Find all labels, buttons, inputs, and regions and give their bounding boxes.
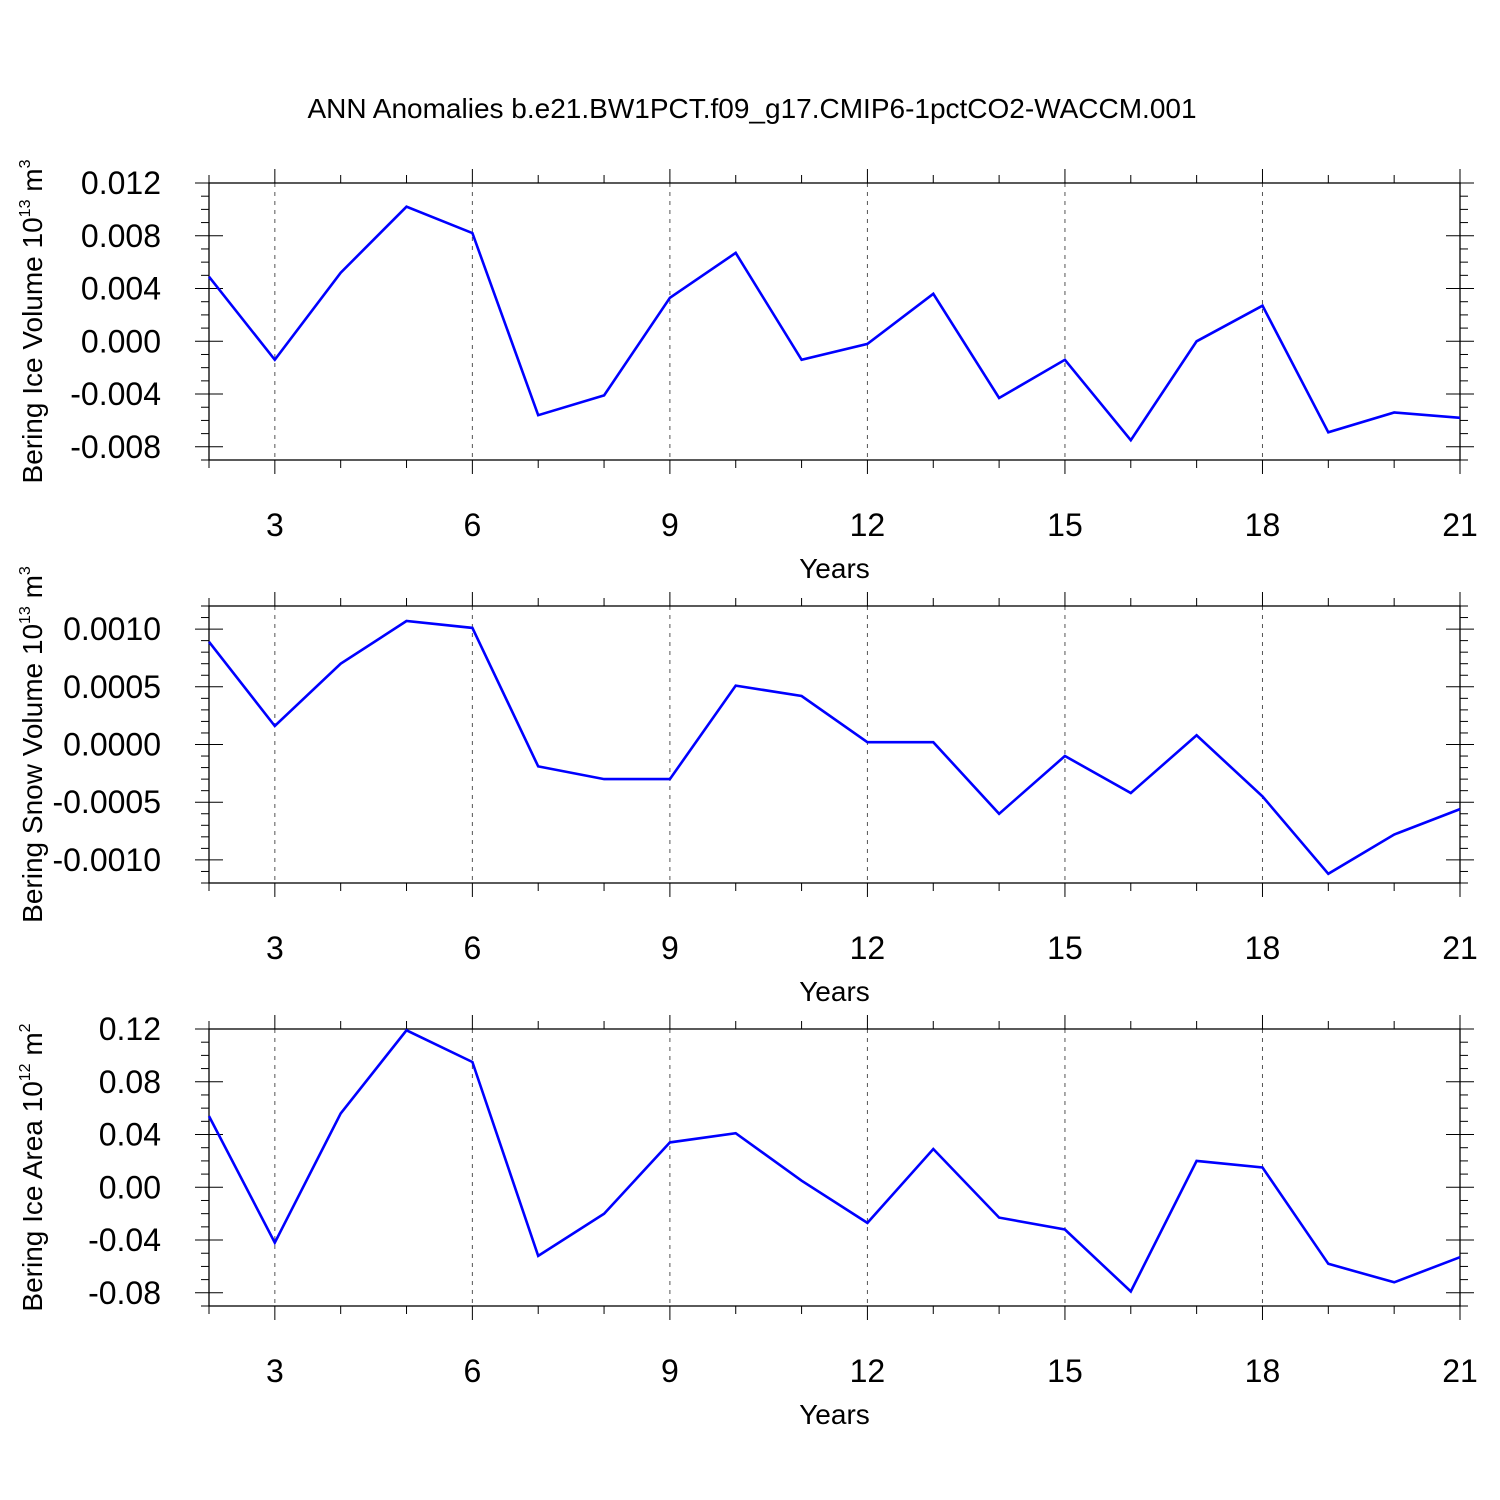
y-tick-label: 0.004 <box>81 271 161 307</box>
y-tick-label: 0.08 <box>99 1064 161 1100</box>
x-axis-label: Years <box>799 553 870 584</box>
y-tick-label: -0.0010 <box>52 842 161 878</box>
y-axis-label-unit: m <box>17 1032 48 1063</box>
series-line <box>207 1028 1461 1294</box>
x-tick-label: 18 <box>1245 930 1281 966</box>
series-line <box>207 619 1461 876</box>
y-tick-label: -0.08 <box>88 1275 161 1311</box>
y-tick-label: 0.00 <box>99 1169 161 1205</box>
y-axis-label-text: Bering Ice Area 10 <box>17 1081 48 1311</box>
plot-frame <box>208 1028 1461 1307</box>
y-tick-label: -0.04 <box>88 1222 161 1258</box>
x-tick-label: 6 <box>463 507 481 543</box>
y-axis-label-unit-exponent: 2 <box>17 1023 34 1032</box>
y-tick-label: 0.012 <box>81 165 161 201</box>
y-tick-label: 0.04 <box>99 1117 161 1153</box>
x-tick-label: 15 <box>1047 1353 1083 1389</box>
x-tick-label: 9 <box>661 930 679 966</box>
y-axis-label-unit-exponent: 3 <box>17 159 34 168</box>
y-axis-label-exponent: 12 <box>17 1063 34 1081</box>
y-axis-label: Bering Snow Volume 1013 m3 <box>17 566 48 923</box>
x-tick-label: 12 <box>850 930 886 966</box>
figure-title: ANN Anomalies b.e21.BW1PCT.f09_g17.CMIP6… <box>307 93 1196 124</box>
x-axis-label: Years <box>799 1399 870 1430</box>
y-tick-label: 0.0005 <box>63 669 161 705</box>
x-tick-label: 12 <box>850 507 886 543</box>
y-axis-label-text: Bering Ice Volume 10 <box>17 217 48 483</box>
panels: 3 6 9 12 15 18 21 0.012 0.008 0.004 0.000 -0.004 -0.… <box>17 159 1478 1430</box>
x-tick-label: 18 <box>1245 1353 1281 1389</box>
y-tick-label: 0.0010 <box>63 611 161 647</box>
y-axis-label-text: Bering Snow Volume 10 <box>17 624 48 923</box>
y-tick-label: -0.004 <box>70 376 161 412</box>
series-line <box>207 205 1461 443</box>
x-tick-label: 21 <box>1442 930 1478 966</box>
x-tick-label: 21 <box>1442 507 1478 543</box>
y-axis-label: Bering Ice Area 1012 m2 <box>17 1023 48 1311</box>
x-tick-label: 3 <box>266 930 284 966</box>
x-tick-label: 18 <box>1245 507 1281 543</box>
x-tick-label: 15 <box>1047 507 1083 543</box>
panel-2: 3 6 9 12 15 18 21 0.0010 0.0005 0.0000 -0.0005 -0.0… <box>17 566 1478 1007</box>
x-tick-label: 3 <box>266 1353 284 1389</box>
y-axis-label: Bering Ice Volume 1013 m3 <box>17 159 48 483</box>
y-axis-label-exponent: 13 <box>17 199 34 217</box>
x-tick-label: 6 <box>463 930 481 966</box>
y-tick-label: 0.12 <box>99 1011 161 1047</box>
y-tick-label: 0.008 <box>81 218 161 254</box>
x-tick-label: 12 <box>850 1353 886 1389</box>
plot-frame <box>208 605 1461 884</box>
plot-frame <box>208 182 1461 461</box>
y-tick-label: -0.0005 <box>52 784 161 820</box>
x-tick-label: 21 <box>1442 1353 1478 1389</box>
x-tick-label: 9 <box>661 1353 679 1389</box>
x-axis-label: Years <box>799 976 870 1007</box>
y-axis-label-unit: m <box>17 168 48 199</box>
y-tick-label: 0.000 <box>81 323 161 359</box>
y-axis-label-unit: m <box>17 575 48 606</box>
y-axis-label-exponent: 13 <box>17 606 34 624</box>
y-axis-label-unit-exponent: 3 <box>17 566 34 575</box>
y-tick-label: 0.0000 <box>63 727 161 763</box>
panel-3: 3 6 9 12 15 18 21 0.12 0.08 0.04 0.00 -0.04 -0.08 Yea… <box>17 1011 1478 1430</box>
y-tick-label: -0.008 <box>70 429 161 465</box>
x-tick-label: 3 <box>266 507 284 543</box>
x-tick-label: 6 <box>463 1353 481 1389</box>
x-tick-label: 15 <box>1047 930 1083 966</box>
x-tick-label: 9 <box>661 507 679 543</box>
panel-1: 3 6 9 12 15 18 21 0.012 0.008 0.004 0.000 -0.004 -0.… <box>17 159 1478 584</box>
